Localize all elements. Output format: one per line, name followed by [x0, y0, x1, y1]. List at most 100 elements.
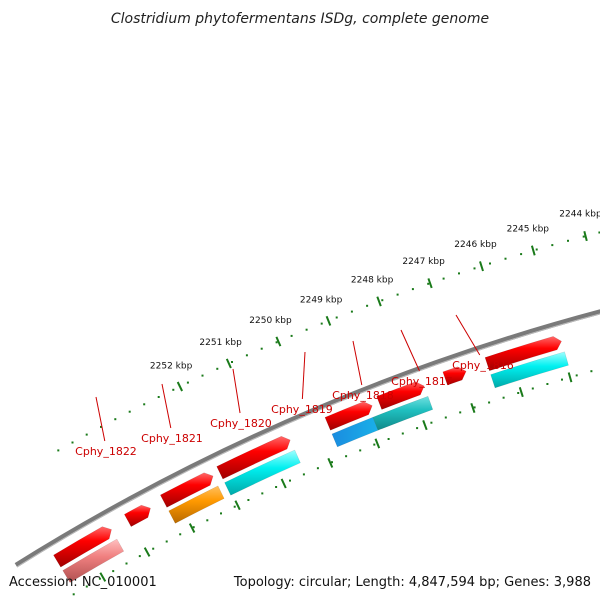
kbp-tick-mark — [275, 336, 282, 347]
scale-dot — [488, 401, 491, 404]
scale-dot — [590, 370, 593, 373]
scale-dot — [381, 299, 384, 302]
scale-dot — [72, 593, 75, 596]
scale-dot — [316, 467, 319, 470]
kbp-tick-label: 2249 kbp — [300, 295, 343, 305]
kbp-tick-label: 2252 kbp — [150, 362, 193, 372]
scale-dot — [192, 526, 195, 529]
scale-dot — [57, 449, 60, 452]
forward-gene-arrow — [216, 435, 291, 480]
scale-dot — [260, 347, 263, 350]
gene-label-leaders — [95, 314, 481, 442]
scale-dot — [85, 585, 88, 588]
scale-dot — [535, 248, 538, 251]
scale-dot — [128, 410, 131, 413]
scale-dot — [520, 253, 523, 256]
forward-strand-genes — [53, 336, 562, 568]
outer-scale-ruler — [57, 230, 600, 452]
scale-dot — [201, 374, 204, 377]
gene-label: Cphy_1816 — [452, 359, 514, 372]
kbp-tick-label: 2248 kbp — [351, 276, 394, 286]
scale-tick-mark — [422, 420, 428, 431]
kbp-tick-mark — [225, 358, 232, 369]
reverse-gene-block — [372, 395, 434, 431]
kbp-tick-mark — [325, 315, 332, 326]
backbone-ring — [14, 309, 600, 568]
scale-tick-mark — [518, 386, 524, 398]
scale-dot — [473, 267, 476, 270]
scale-tick-mark — [188, 523, 196, 533]
gene-label: Cphy_1819 — [271, 403, 333, 416]
scale-dot — [459, 411, 462, 414]
scale-dot — [401, 432, 404, 435]
scale-dot — [157, 396, 160, 398]
scale-tick-mark — [280, 478, 287, 489]
map-title: Clostridium phytofermentans ISDg, comple… — [111, 11, 489, 27]
scale-dot — [261, 492, 264, 495]
forward-gene-arrow — [442, 366, 467, 386]
scale-dot — [396, 293, 399, 296]
scale-dot — [245, 354, 248, 357]
kbp-tick-label: 2250 kbp — [249, 316, 292, 326]
forward-gene-arrow — [124, 504, 151, 527]
scale-dot — [546, 383, 549, 385]
accession-text: Accession: NC_010001 — [9, 575, 157, 590]
scale-dot — [531, 387, 534, 390]
gene-label: Cphy_1822 — [75, 445, 137, 458]
scale-dot — [179, 533, 182, 536]
gene-label-leader — [95, 396, 106, 442]
scale-dot — [335, 316, 338, 319]
kbp-tick-label: 2251 kbp — [199, 338, 242, 348]
scale-dot — [427, 282, 430, 285]
scale-tick-mark — [567, 372, 573, 383]
scale-tick-mark — [99, 572, 107, 582]
scale-dot — [216, 367, 219, 370]
gene-label-leader — [161, 383, 172, 429]
gene-labels: Cphy_1822Cphy_1821Cphy_1820Cphy_1819Cphy… — [75, 359, 514, 458]
gene-label-leader — [455, 314, 481, 356]
scale-dot — [567, 239, 569, 242]
kbp-tick-mark — [427, 278, 433, 289]
reverse-gene-block — [168, 485, 225, 524]
forward-gene-arrow — [324, 401, 373, 431]
scale-dot — [114, 418, 117, 421]
scale-dot — [366, 304, 369, 307]
scale-dot — [305, 328, 308, 331]
gene-label-leader — [301, 351, 306, 400]
scale-dot — [442, 277, 445, 280]
gene-label: Cphy_1817 — [391, 375, 453, 388]
gene-label-leader — [352, 340, 363, 386]
forward-gene-arrow — [53, 526, 112, 568]
genome-summary-text: Topology: circular; Length: 4,847,594 bp… — [233, 575, 591, 590]
scale-dot — [275, 486, 278, 488]
scale-dot — [473, 406, 476, 409]
gene-label-leader — [232, 368, 241, 414]
scale-tick-mark — [143, 547, 151, 557]
scale-dot — [387, 438, 390, 440]
gene-label: Cphy_1821 — [141, 432, 203, 445]
scale-dot — [411, 288, 414, 291]
scale-dot — [416, 427, 419, 430]
scale-dot — [186, 381, 189, 384]
gene-label: Cphy_1818 — [332, 389, 394, 402]
scale-dot — [444, 416, 447, 419]
kbp-tick-label: 2247 kbp — [402, 257, 445, 267]
kbp-tick-mark — [479, 261, 484, 272]
scale-dot — [551, 244, 554, 247]
scale-dot — [98, 577, 101, 580]
genome-backbone — [14, 309, 600, 568]
kbp-tick-labels: 2252 kbp 2251 kbp 2250 kbp 2249 kbp 2248 kbp… — [150, 210, 600, 372]
scale-dot — [165, 540, 168, 543]
kbp-tick-mark — [530, 245, 536, 256]
scale-dot — [561, 378, 563, 381]
reverse-gene-block — [224, 449, 301, 496]
kbp-tick-label: 2245 kbp — [507, 224, 550, 234]
gene-label-leader — [400, 329, 420, 372]
scale-dot — [359, 449, 362, 452]
scale-dot — [85, 433, 88, 436]
scale-dot — [504, 257, 507, 260]
scale-dot — [373, 443, 376, 446]
reverse-gene-block — [62, 538, 125, 583]
scale-dot — [517, 392, 520, 394]
